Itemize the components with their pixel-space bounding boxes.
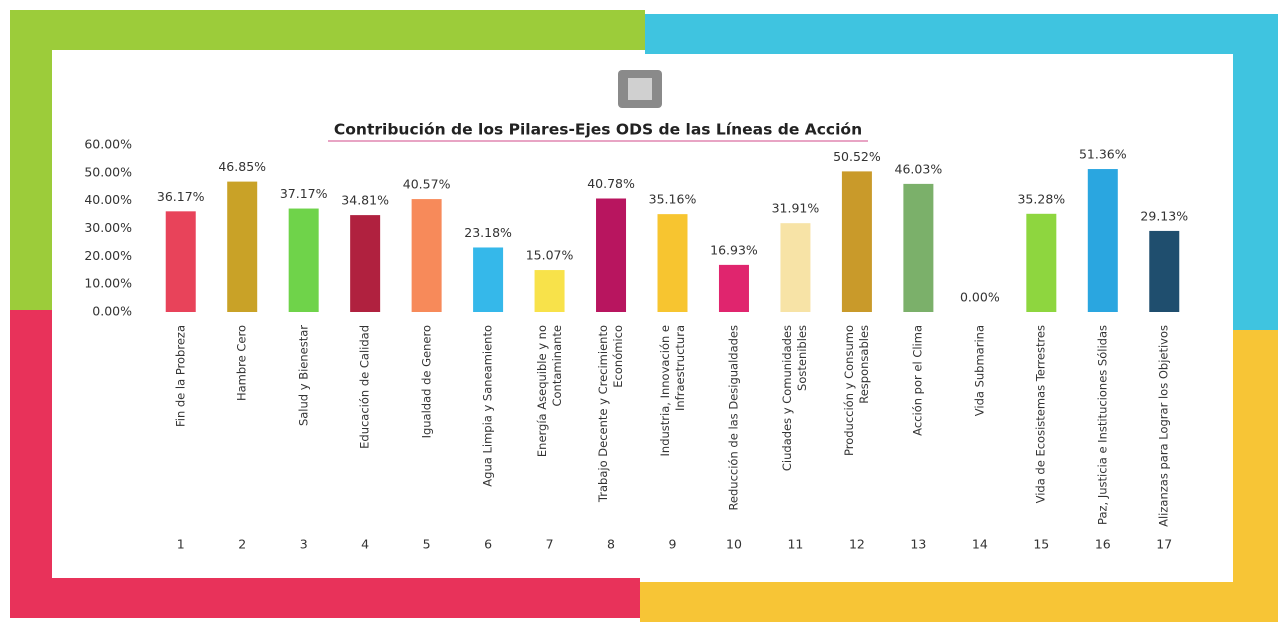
bar (1026, 213, 1057, 312)
value-label: 29.13% (1140, 208, 1188, 223)
category-number: 12 (849, 537, 865, 552)
category-number: 8 (607, 537, 615, 552)
category-number: 1 (177, 537, 185, 552)
x-tick-label: Trabajo Decente y Crecimiento Económico (596, 325, 626, 503)
value-label: 51.36% (1079, 147, 1127, 162)
chart-title: Contribución de los Pilares-Ejes ODS de … (334, 121, 862, 139)
frame-top-right (645, 14, 1275, 54)
value-label: 35.28% (1017, 191, 1065, 206)
value-label: 46.85% (218, 159, 266, 174)
bar (1087, 169, 1118, 312)
value-label: 40.57% (403, 177, 451, 192)
x-tick-label: Reducción de las Desigualdades (726, 325, 741, 511)
bar (165, 211, 196, 312)
value-label: 15.07% (526, 248, 574, 263)
x-tick-label: Salud y Bienestar (296, 325, 311, 427)
category-number: 9 (669, 537, 677, 552)
category-number: 5 (423, 537, 431, 552)
category-number: 10 (726, 537, 742, 552)
category-number: 2 (238, 537, 246, 552)
x-tick-label: Fin de la Probreza (173, 325, 188, 428)
bar (350, 215, 381, 312)
y-tick-label: 30.00% (84, 220, 132, 235)
category-number: 13 (910, 537, 926, 552)
y-tick-label: 20.00% (84, 248, 132, 263)
value-label: 46.03% (895, 161, 943, 176)
value-label: 50.52% (833, 149, 881, 164)
x-tick-label: Igualdad de Genero (419, 325, 434, 439)
y-tick-label: 60.00% (84, 137, 132, 152)
category-number: 7 (546, 537, 554, 552)
x-tick-label: Producción y Consumo Responsables (841, 325, 871, 456)
x-tick-label: Alizanzas para Lograr los Objetivos (1156, 325, 1171, 527)
value-label: 31.91% (772, 201, 820, 216)
x-tick-label: Ciudades y Comunidades Sostenibles (780, 325, 810, 472)
x-tick-label: Agua Limpia y Saneamiento (480, 325, 495, 487)
frame-right-top (1233, 14, 1278, 330)
bar (657, 214, 688, 312)
bar (718, 264, 749, 312)
category-number: 16 (1095, 537, 1111, 552)
value-label: 37.17% (280, 186, 328, 201)
value-label: 36.17% (157, 189, 205, 204)
frame-top-left (10, 10, 645, 50)
x-tick-label: Paz, Justicia e Instituciones Sólidas (1095, 325, 1110, 525)
value-label: 23.18% (464, 225, 512, 240)
y-tick-label: 10.00% (84, 276, 132, 291)
y-tick-label: 0.00% (92, 304, 132, 319)
frame-left-bottom (10, 310, 52, 615)
x-tick-label: Acción por el Clima (910, 325, 925, 436)
value-label: 40.78% (587, 176, 635, 191)
bar (1149, 230, 1180, 312)
category-number: 11 (787, 537, 803, 552)
category-number: 4 (361, 537, 369, 552)
x-tick-label: Energía Asequible y no Contaminante (534, 325, 564, 458)
value-label: 0.00% (960, 290, 1000, 305)
y-tick-label: 40.00% (84, 192, 132, 207)
frame-right-bottom (1233, 330, 1278, 622)
x-tick-label: Industria, Innovación e Infraestructura (657, 325, 687, 457)
category-number: 3 (300, 537, 308, 552)
bar (903, 183, 934, 312)
value-label: 35.16% (649, 192, 697, 207)
logo-inner (628, 78, 652, 100)
bar (841, 171, 872, 312)
category-number: 14 (972, 537, 988, 552)
category-number: 6 (484, 537, 492, 552)
x-tick-label: Educación de Calidad (357, 325, 372, 449)
bar (780, 223, 811, 312)
category-number: 17 (1156, 537, 1172, 552)
category-number: 15 (1033, 537, 1049, 552)
frame-left-top (10, 10, 52, 310)
y-tick-label: 50.00% (84, 164, 132, 179)
bar (534, 270, 565, 312)
bar (227, 181, 258, 312)
x-tick-label: Vida de Ecosistemas Terrestres (1033, 325, 1048, 504)
frame-bottom-left (10, 578, 640, 618)
x-tick-label: Hambre Cero (234, 325, 249, 402)
bar (473, 247, 504, 312)
frame-bottom-right (640, 582, 1278, 622)
x-tick-label: Vida Submarina (972, 325, 987, 417)
bar (288, 208, 319, 312)
value-label: 34.81% (341, 193, 389, 208)
value-label: 16.93% (710, 242, 758, 257)
bar (411, 199, 442, 312)
bar (596, 198, 627, 312)
